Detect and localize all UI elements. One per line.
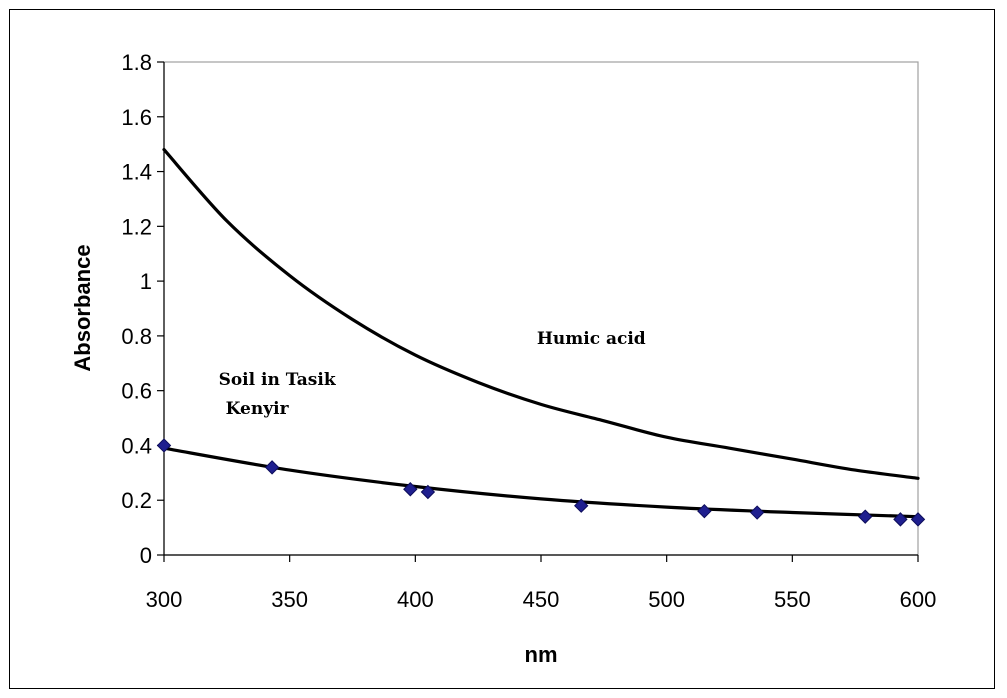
x-tick-label: 350 — [271, 587, 308, 612]
data-point-marker — [420, 484, 436, 500]
series-line-0 — [162, 148, 920, 480]
x-tick-label: 300 — [146, 587, 183, 612]
chart-frame — [9, 9, 995, 689]
y-tick-label: 0.8 — [121, 324, 152, 349]
data-point-marker — [264, 460, 280, 475]
annotation-layer: Humic acid Soil in Tasik Kenyir — [219, 329, 646, 419]
data-point-marker — [893, 512, 908, 527]
data-point-marker — [156, 438, 172, 453]
series-label-humic-acid: Humic acid — [537, 329, 646, 349]
y-tick-label: 1.6 — [121, 105, 152, 130]
series-layer — [162, 148, 920, 519]
y-tick-label: 1.4 — [121, 160, 152, 185]
x-tick-label: 600 — [900, 587, 937, 612]
y-axis-title: Absorbance — [70, 244, 95, 371]
x-tick-label: 400 — [397, 587, 434, 612]
x-tick-label: 550 — [774, 587, 811, 612]
data-point-marker — [910, 512, 926, 527]
y-tick-label: 0.2 — [121, 488, 152, 513]
x-tick-label: 500 — [648, 587, 685, 612]
x-axis-title: nm — [525, 642, 558, 667]
y-tick-label: 1 — [140, 269, 152, 294]
y-tick-label: 0.6 — [121, 379, 152, 404]
y-tick-label: 1.2 — [121, 214, 152, 239]
series-line-1 — [162, 446, 920, 519]
y-tick-label: 0.4 — [121, 433, 152, 458]
data-point-marker — [574, 498, 589, 513]
plot-area-border — [163, 61, 919, 556]
data-point-marker — [858, 509, 873, 524]
markers-layer — [156, 438, 926, 527]
y-axis: 0 0.2 0.4 0.6 0.8 1 1.2 1.4 1.6 1.8 — [121, 50, 165, 568]
data-point-marker — [749, 505, 765, 520]
y-tick-label: 0 — [140, 543, 152, 568]
data-point-marker — [403, 482, 418, 497]
x-axis: 300 350 400 450 500 550 600 — [146, 554, 937, 612]
x-tick-label: 450 — [523, 587, 560, 612]
y-tick-label: 1.8 — [121, 50, 152, 75]
series-label-soil: Soil in Tasik Kenyir — [219, 370, 337, 419]
data-point-marker — [697, 503, 712, 519]
